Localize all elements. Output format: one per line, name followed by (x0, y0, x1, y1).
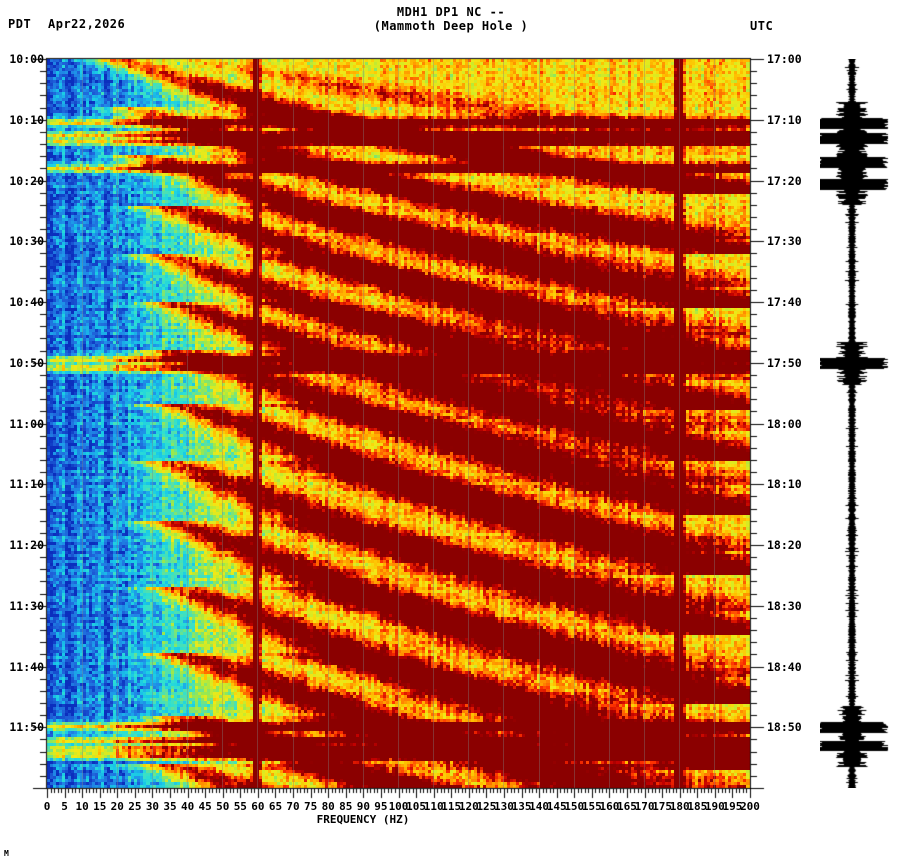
time-tick-label-right: 17:10 (767, 112, 802, 127)
time-tick-label-left: 10:00 (9, 52, 44, 66)
frequency-tick-label: 70 (286, 800, 300, 813)
frequency-tick-label: 15 (93, 800, 107, 813)
time-tick-label-right: 17:20 (767, 173, 802, 188)
frequency-tick-label: 90 (356, 800, 370, 813)
frequency-tick-label: 170 (634, 800, 655, 813)
frequency-tick-label: 25 (128, 800, 142, 813)
frequency-tick-label: 115 (441, 800, 462, 813)
frequency-tick-label: 80 (321, 800, 335, 813)
frequency-tick-label: 60 (251, 800, 265, 813)
frequency-tick-label: 40 (180, 800, 195, 813)
frequency-tick-label: 195 (722, 800, 743, 813)
frequency-tick-label: 95 (374, 800, 388, 813)
frequency-tick-label: 30 (145, 800, 160, 813)
time-tick-label-left: 11:00 (9, 416, 44, 431)
frequency-tick-label: 120 (458, 800, 479, 813)
time-tick-label-right: 18:20 (767, 538, 802, 552)
time-tick-label-right: 18:50 (767, 720, 802, 735)
frequency-axis-title: FREQUENCY (HZ) (316, 813, 410, 826)
frequency-tick-label: 55 (233, 800, 247, 813)
frequency-tick-label: 165 (617, 800, 637, 813)
time-tick-label-left: 10:30 (9, 234, 44, 249)
time-tick-label-right: 17:40 (767, 295, 802, 309)
corner-mark: M (4, 849, 9, 858)
time-tick-label-right: 18:00 (767, 416, 802, 431)
time-tick-label-left: 11:50 (9, 720, 44, 735)
frequency-tick-label: 50 (216, 800, 230, 813)
frequency-tick-label: 105 (406, 800, 426, 813)
time-tick-label-left: 10:50 (9, 355, 44, 370)
frequency-tick-label: 125 (476, 800, 497, 813)
frequency-tick-label: 75 (304, 800, 318, 813)
frequency-tick-label: 65 (268, 800, 283, 813)
frequency-tick-label: 185 (687, 800, 708, 813)
frequency-tick-label: 155 (581, 800, 602, 813)
frequency-tick-label: 175 (652, 800, 673, 813)
frequency-tick-label: 130 (494, 800, 514, 813)
frequency-tick-label: 140 (529, 800, 550, 813)
frequency-tick-label: 200 (740, 800, 760, 813)
frequency-tick-label: 45 (198, 800, 212, 813)
frequency-tick-label: 150 (564, 800, 585, 813)
time-tick-label-right: 18:10 (767, 477, 802, 492)
frequency-tick-label: 160 (599, 800, 620, 813)
frequency-tick-label: 10 (75, 800, 89, 813)
time-tick-label-left: 11:20 (9, 538, 44, 552)
time-tick-label-right: 18:30 (767, 598, 802, 613)
frequency-tick-label: 110 (423, 800, 444, 813)
frequency-tick-label: 100 (388, 800, 409, 813)
time-tick-label-left: 10:20 (9, 173, 44, 188)
frequency-tick-label: 135 (511, 800, 532, 813)
time-tick-label-left: 11:10 (9, 477, 44, 492)
time-tick-label-left: 11:40 (9, 659, 44, 674)
time-tick-label-right: 17:50 (767, 355, 802, 370)
time-tick-label-right: 17:00 (767, 52, 802, 66)
frequency-tick-label: 5 (61, 800, 68, 813)
frequency-tick-label: 35 (163, 800, 177, 813)
frequency-tick-label: 0 (43, 800, 51, 813)
time-tick-label-left: 10:10 (9, 112, 44, 127)
frequency-tick-label: 180 (669, 800, 690, 813)
time-tick-label-right: 17:30 (767, 234, 802, 249)
frequency-tick-label: 20 (110, 800, 124, 813)
time-tick-label-left: 10:40 (9, 295, 44, 309)
frequency-tick-label: 190 (704, 800, 725, 813)
time-tick-label-right: 18:40 (767, 659, 802, 674)
frequency-tick-label: 145 (546, 800, 567, 813)
frequency-tick-label: 85 (339, 800, 353, 813)
time-tick-label-left: 11:30 (9, 598, 44, 613)
